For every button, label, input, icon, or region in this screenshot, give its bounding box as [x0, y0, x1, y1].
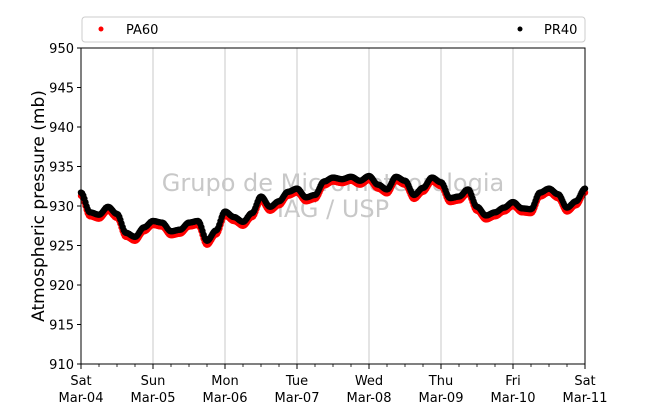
legend-label-PA60: PA60: [126, 23, 158, 38]
x-axis: Sat Mar-04 Sun Mar-05 Mon Mar-06 Tue Mar-07 Wed M…: [59, 364, 608, 406]
y-tick-label: 910: [49, 358, 74, 373]
y-tick-label: 930: [49, 200, 74, 215]
legend-label-PR40: PR40: [544, 23, 577, 38]
x-tick-label-date: Mar-05: [131, 391, 176, 406]
y-axis: 910 915 920 925 930 935 940 945 950: [49, 42, 81, 373]
y-tick-label: 950: [49, 42, 74, 57]
y-tick-label: 925: [49, 240, 74, 255]
x-tick-label-date: Mar-11: [563, 391, 608, 406]
y-tick-label: 940: [49, 121, 74, 136]
legend-marker-PA60: [98, 26, 104, 32]
y-tick-label: 920: [49, 279, 74, 294]
legend-box: [81, 16, 586, 43]
x-tick-label-date: Mar-10: [491, 391, 536, 406]
x-tick-label-date: Mar-08: [347, 391, 392, 406]
series-layer: [77, 172, 589, 248]
x-tick-label-day: Sat: [574, 374, 595, 389]
x-tick-label-date: Mar-09: [419, 391, 464, 406]
legend-marker-PR40: [517, 26, 523, 32]
x-tick-label-day: Tue: [285, 374, 308, 389]
series-PR40: [77, 172, 589, 244]
trace-marker: [580, 185, 588, 193]
y-tick-label: 915: [49, 319, 74, 334]
y-tick-label: 935: [49, 161, 74, 176]
x-tick-label-day: Thu: [428, 374, 453, 389]
x-tick-label-day: Fri: [505, 374, 521, 389]
x-tick-label-day: Wed: [355, 374, 383, 389]
x-tick-label-day: Sun: [141, 374, 166, 389]
x-tick-label-day: Sat: [70, 374, 91, 389]
x-tick-label-date: Mar-06: [203, 391, 248, 406]
legend: PA60 PR40: [81, 16, 586, 43]
x-tick-label-date: Mar-07: [275, 391, 320, 406]
y-tick-label: 945: [49, 82, 74, 97]
watermark-line-2: IAG / USP: [277, 195, 389, 223]
x-tick-label-day: Mon: [211, 374, 238, 389]
y-axis-label: Atmospheric pressure (mb): [29, 90, 49, 322]
x-tick-label-date: Mar-04: [59, 391, 104, 406]
